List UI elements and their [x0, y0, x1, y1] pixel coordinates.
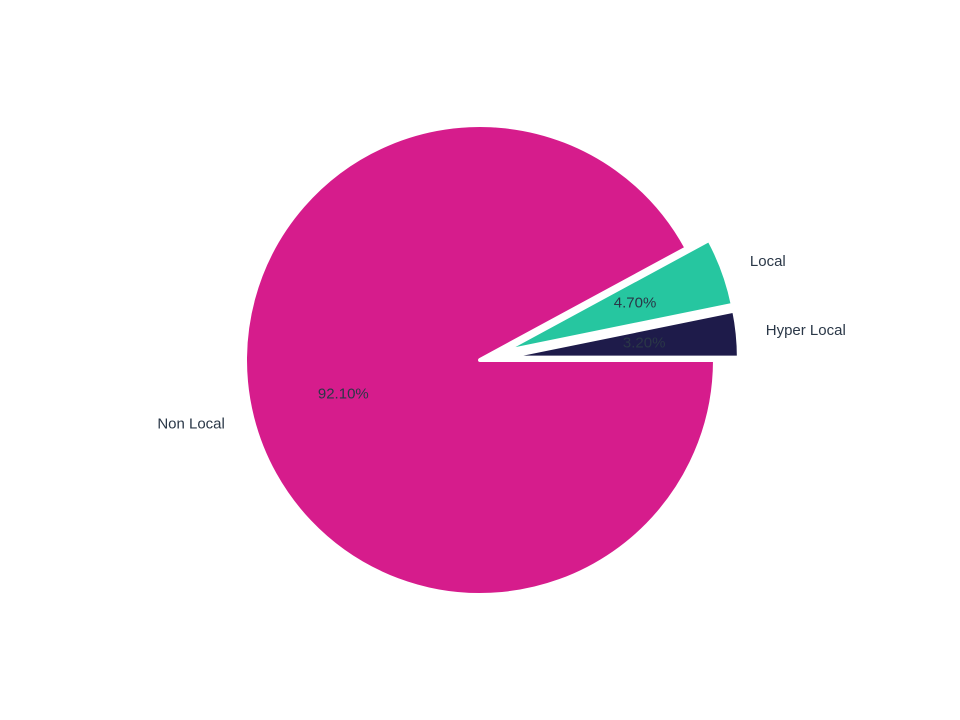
pie-slice-pct: 92.10%: [318, 386, 369, 403]
pie-slice-pct: 4.70%: [614, 295, 657, 312]
pie-slice-label: Local: [750, 253, 786, 270]
pie-slice-label: Hyper Local: [766, 322, 846, 339]
pie-slice-pct: 3.20%: [623, 334, 666, 351]
pie-slice: [245, 125, 715, 595]
pie-slice-label: Non Local: [157, 416, 225, 433]
pie-chart: 3.20% Hyper Local 4.70% Local 92.10% Non Loca…: [0, 0, 960, 720]
